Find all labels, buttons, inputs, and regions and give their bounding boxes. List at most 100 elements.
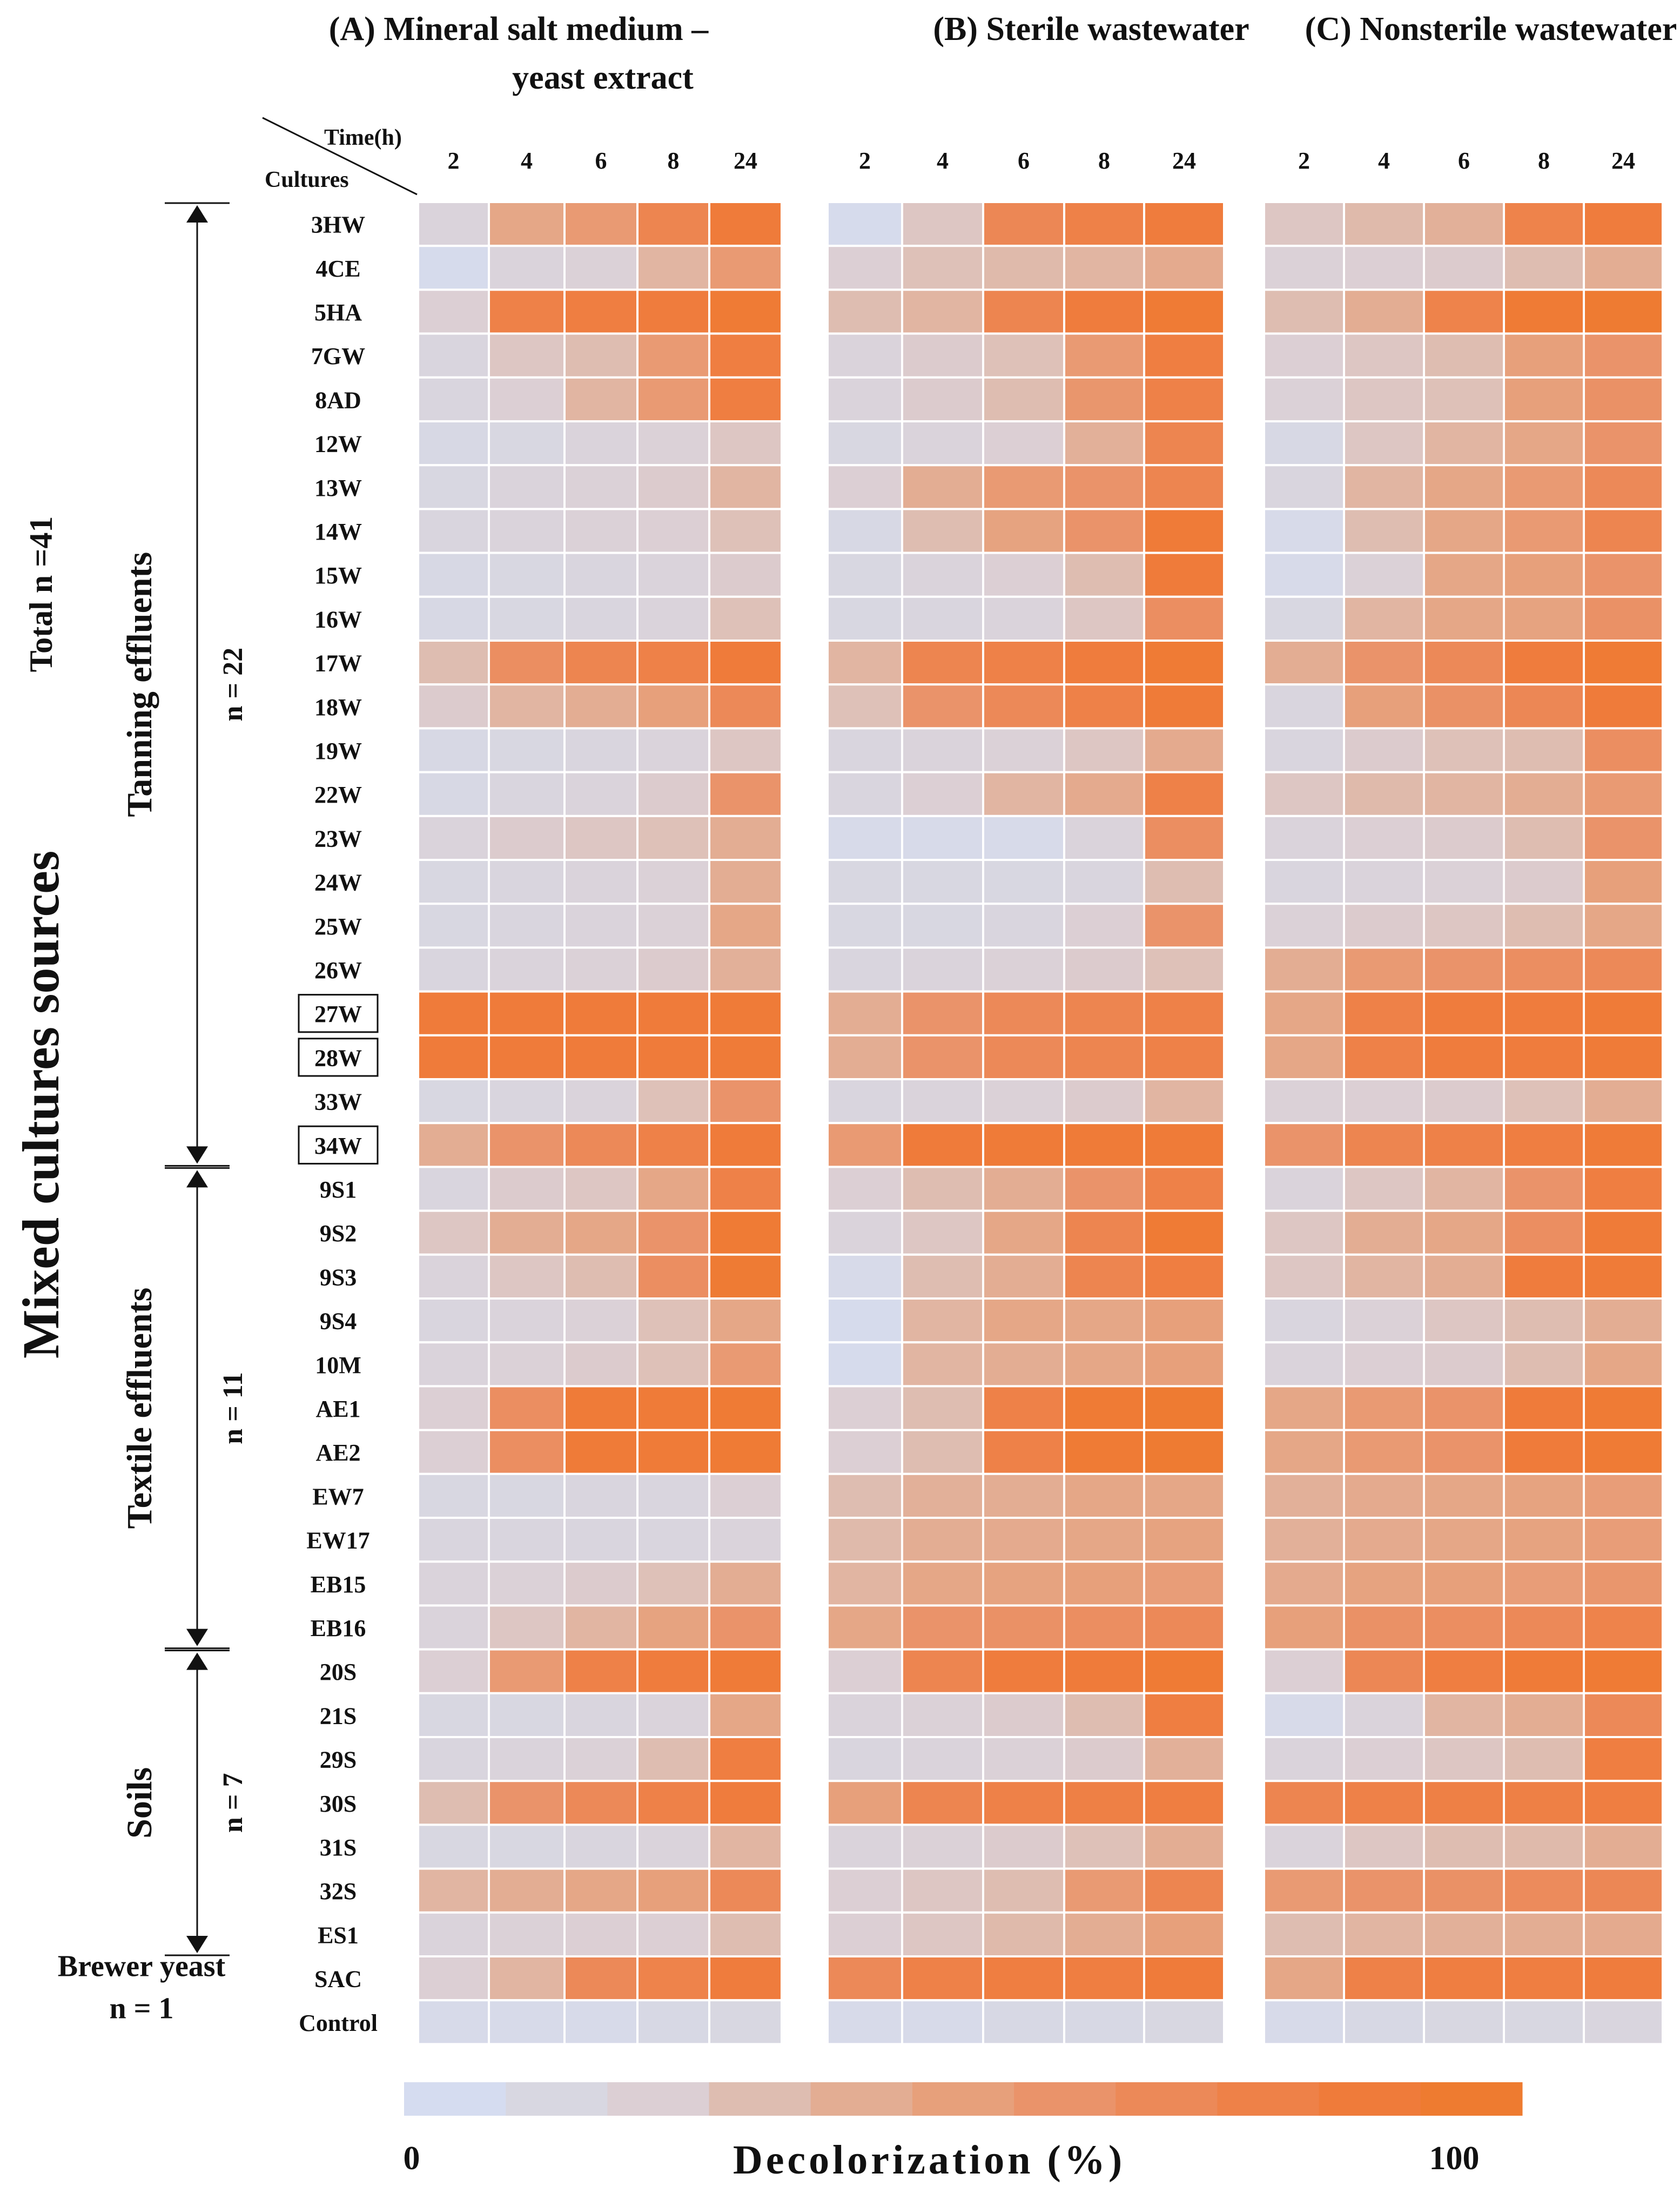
heatmap-cell-a-ew7-2h [417,1472,490,1519]
heatmap-cell-c-eb15-4h [1343,1560,1425,1607]
heatmap-cell-a-8ad-4h [488,376,566,422]
heatmap-cell-c-sac-24h [1583,1955,1664,2002]
heatmap-cell-b-15w-24h [1143,551,1225,598]
heatmap-cell-b-18w-24h [1143,683,1225,730]
heatmap-cell-c-29s-2h [1263,1736,1345,1782]
heatmap-cell-b-18w-2h [826,683,903,730]
heatmap-cell-c-23w-8h [1503,815,1585,862]
heatmap-cell-a-17w-6h [563,640,639,686]
heatmap-cell-c-29s-24h [1583,1736,1664,1782]
heatmap-cell-b-9s4-8h [1063,1297,1145,1344]
heatmap-cell-a-es1-6h [563,1911,639,1958]
heatmap-cell-a-21s-6h [563,1692,639,1739]
heatmap-cell-a-control-4h [488,1999,566,2045]
panel-title-b: (B) Sterile wastewater [933,11,1249,48]
heatmap-cell-b-eb16-6h [982,1604,1065,1651]
heatmap-cell-b-eb16-2h [826,1604,903,1651]
row-label-9s2: 9S2 [320,1220,357,1247]
row-label-33w: 33W [314,1089,362,1115]
heatmap-cell-b-9s2-4h [901,1209,984,1256]
heatmap-cell-a-32s-24h [708,1867,783,1914]
heatmap-cell-b-sac-8h [1063,1955,1145,2002]
heatmap-cell-c-34w-6h [1423,1122,1505,1168]
heatmap-cell-c-33w-6h [1423,1078,1505,1125]
heatmap-cell-b-33w-4h [901,1078,984,1125]
heatmap-cell-b-22w-8h [1063,771,1145,817]
heatmap-cell-c-21s-24h [1583,1692,1664,1739]
heatmap-cell-a-22w-24h [708,771,783,817]
heatmap-cell-a-ae2-4h [488,1429,566,1475]
heatmap-cell-c-eb15-24h [1583,1560,1664,1607]
heatmap-cell-c-25w-8h [1503,903,1585,949]
heatmap-cell-c-19w-8h [1503,727,1585,773]
heatmap-cell-c-29s-8h [1503,1736,1585,1782]
heatmap-cell-a-16w-2h [417,595,490,642]
heatmap-cell-b-33w-8h [1063,1078,1145,1125]
heatmap-cell-b-9s3-4h [901,1253,984,1300]
heatmap-cell-c-8ad-24h [1583,376,1664,422]
heatmap-cell-c-30s-8h [1503,1780,1585,1826]
heatmap-cell-c-eb15-6h [1423,1560,1505,1607]
row-label-box-27w [298,994,379,1033]
heatmap-cell-b-5ha-8h [1063,288,1145,335]
heatmap-cell-b-25w-2h [826,903,903,949]
heatmap-cell-a-12w-6h [563,420,639,467]
heatmap-cell-a-33w-2h [417,1078,490,1125]
heatmap-cell-a-33w-24h [708,1078,783,1125]
row-label-13w: 13W [314,475,362,501]
heatmap-cell-b-eb16-4h [901,1604,984,1651]
heatmap-cell-b-ae2-8h [1063,1429,1145,1475]
heatmap-cell-a-19w-8h [636,727,710,773]
heatmap-cell-b-26w-24h [1143,946,1225,993]
heatmap-cell-a-4ce-4h [488,245,566,291]
heatmap-cell-a-9s3-2h [417,1253,490,1300]
group-arrow-up-soils [186,1652,208,1670]
heatmap-cell-c-sac-4h [1343,1955,1425,2002]
heatmap-cell-c-13w-2h [1263,464,1345,510]
heatmap-cell-b-28w-4h [901,1034,984,1081]
heatmap-cell-b-7gw-8h [1063,332,1145,379]
heatmap-cell-a-9s4-24h [708,1297,783,1344]
heatmap-cell-c-30s-6h [1423,1780,1505,1826]
heatmap-cell-c-ew7-8h [1503,1472,1585,1519]
heatmap-cell-b-23w-8h [1063,815,1145,862]
group-count-soils: n = 7 [218,1773,248,1833]
heatmap-cell-c-10m-2h [1263,1341,1345,1388]
heatmap-cell-b-9s2-2h [826,1209,903,1256]
heatmap-cell-a-18w-4h [488,683,566,730]
heatmap-cell-b-31s-4h [901,1824,984,1870]
heatmap-cell-a-5ha-2h [417,288,490,335]
heatmap-cell-b-17w-6h [982,640,1065,686]
heatmap-cell-c-9s3-8h [1503,1253,1585,1300]
heatmap-cell-a-10m-24h [708,1341,783,1388]
heatmap-cell-a-18w-8h [636,683,710,730]
heatmap-cell-b-es1-6h [982,1911,1065,1958]
heatmap-cell-c-3hw-6h [1423,201,1505,247]
heatmap-cell-a-24w-2h [417,859,490,905]
colorbar-bin-3 [709,2082,811,2116]
heatmap-cell-a-13w-6h [563,464,639,510]
time-tick-b-8: 8 [1098,147,1110,174]
heatmap-cell-b-15w-4h [901,551,984,598]
heatmap-cell-c-34w-24h [1583,1122,1664,1168]
heatmap-cell-a-9s1-24h [708,1166,783,1212]
heatmap-cell-b-21s-4h [901,1692,984,1739]
row-label-15w: 15W [314,562,362,589]
heatmap-cell-b-25w-4h [901,903,984,949]
heatmap-cell-a-12w-24h [708,420,783,467]
heatmap-cell-a-26w-2h [417,946,490,993]
row-label-32s: 32S [320,1878,357,1905]
heatmap-cell-b-ew17-6h [982,1517,1065,1563]
row-label-18w: 18W [314,694,362,721]
heatmap-cell-a-30s-8h [636,1780,710,1826]
row-label-9s4: 9S4 [320,1308,357,1335]
heatmap-cell-b-24w-24h [1143,859,1225,905]
heatmap-cell-a-25w-8h [636,903,710,949]
heatmap-cell-c-18w-2h [1263,683,1345,730]
heatmap-cell-b-18w-6h [982,683,1065,730]
heatmap-cell-c-7gw-8h [1503,332,1585,379]
heatmap-cell-c-sac-8h [1503,1955,1585,2002]
heatmap-cell-c-26w-24h [1583,946,1664,993]
heatmap-cell-c-28w-24h [1583,1034,1664,1081]
heatmap-cell-a-eb16-24h [708,1604,783,1651]
